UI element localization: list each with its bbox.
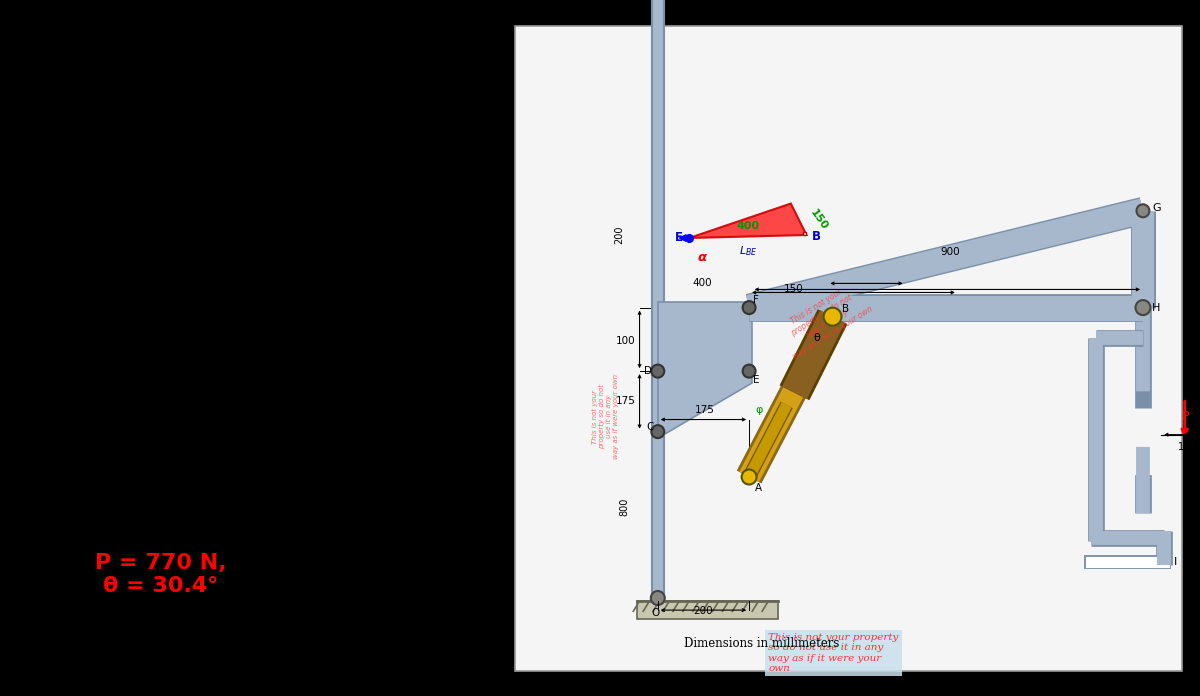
Polygon shape — [803, 232, 806, 235]
Text: θ: θ — [814, 333, 821, 343]
Text: This is not your
property so do not
use it in any
way as if were your own: This is not your property so do not use … — [592, 374, 619, 459]
Text: 150: 150 — [784, 285, 803, 294]
Polygon shape — [658, 301, 751, 438]
Text: 800: 800 — [619, 498, 629, 516]
Text: B: B — [842, 304, 850, 315]
Text: 150: 150 — [1178, 442, 1196, 452]
Text: φ: φ — [756, 406, 763, 416]
Text: $L_{BE}$: $L_{BE}$ — [738, 244, 757, 258]
Text: Dimensions in millimeters: Dimensions in millimeters — [684, 637, 840, 650]
Circle shape — [652, 425, 665, 438]
Text: α: α — [697, 251, 707, 264]
Circle shape — [823, 308, 841, 326]
Text: B: B — [811, 230, 821, 242]
Text: E: E — [754, 375, 760, 385]
Circle shape — [650, 591, 665, 605]
Circle shape — [1136, 205, 1150, 217]
Text: P = 770 N,
θ = 30.4°: P = 770 N, θ = 30.4° — [95, 553, 227, 596]
Text: A: A — [755, 483, 762, 493]
Text: 150: 150 — [808, 207, 829, 232]
Text: 200: 200 — [694, 606, 713, 617]
FancyBboxPatch shape — [515, 26, 1182, 671]
Text: I: I — [1175, 557, 1177, 567]
Text: G: G — [1152, 203, 1160, 213]
Circle shape — [652, 365, 665, 378]
Text: 175: 175 — [616, 397, 636, 406]
Text: 400: 400 — [737, 221, 760, 230]
Text: This is not your property
so do not use it in any
way as if it were your
own: This is not your property so do not use … — [768, 633, 899, 673]
Text: F: F — [754, 295, 760, 306]
Polygon shape — [689, 203, 806, 238]
Polygon shape — [637, 601, 778, 619]
Text: 175: 175 — [695, 406, 715, 416]
Text: 100: 100 — [617, 336, 636, 346]
Text: E: E — [676, 230, 683, 244]
Text: H: H — [1152, 303, 1160, 313]
Text: This is not your
property so do not
use it in any
way as if were your own: This is not your property so do not use … — [775, 278, 875, 361]
Circle shape — [742, 470, 756, 484]
Text: D: D — [643, 366, 652, 376]
Text: 200: 200 — [614, 226, 624, 244]
Text: C: C — [647, 422, 654, 432]
Text: 400: 400 — [692, 278, 712, 288]
Text: P: P — [1182, 410, 1189, 423]
Circle shape — [1135, 300, 1151, 315]
Text: 900: 900 — [940, 247, 960, 257]
Circle shape — [743, 301, 756, 314]
Polygon shape — [652, 0, 664, 601]
Text: O: O — [652, 608, 659, 618]
Circle shape — [743, 365, 756, 378]
